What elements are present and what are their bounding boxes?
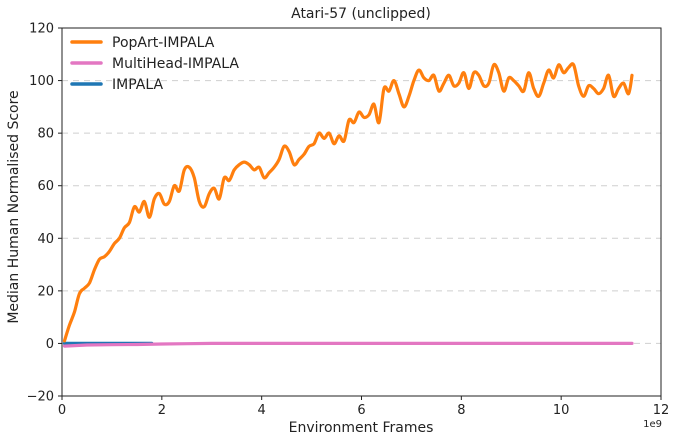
y-tick-label: −20	[27, 390, 54, 405]
y-tick-label: 0	[46, 337, 54, 352]
y-axis-ticks: −20 0 20 40 60 80 100 120	[27, 22, 62, 405]
legend-label: MultiHead-IMPALA	[112, 56, 239, 72]
x-axis-ticks: 0 2 4 6 8 10 12	[58, 396, 669, 418]
y-tick-label: 100	[29, 74, 54, 89]
x-tick-label: 2	[158, 403, 166, 418]
y-axis-label: Median Human Normalised Score	[6, 90, 22, 323]
x-tick-label: 10	[553, 403, 570, 418]
y-tick-label: 20	[37, 284, 54, 299]
x-tick-label: 0	[58, 403, 66, 418]
legend-label: PopArt-IMPALA	[112, 35, 215, 51]
y-tick-label: 60	[37, 179, 54, 194]
y-tick-label: 40	[37, 232, 54, 247]
series-line-popart-impala	[62, 62, 634, 343]
series-line-multihead-impala	[62, 341, 634, 348]
chart-title: Atari-57 (unclipped)	[291, 6, 431, 22]
x-tick-label: 6	[357, 403, 365, 418]
x-tick-label: 4	[258, 403, 266, 418]
y-tick-label: 80	[37, 127, 54, 142]
x-axis-offset-label: 1e9	[643, 419, 662, 430]
x-axis-label: Environment Frames	[289, 420, 434, 436]
x-tick-label: 8	[457, 403, 465, 418]
x-tick-label: 12	[653, 403, 670, 418]
legend-label: IMPALA	[112, 77, 163, 93]
y-tick-label: 120	[29, 22, 54, 37]
legend: PopArt-IMPALA MultiHead-IMPALA IMPALA	[70, 35, 239, 93]
plot-lines	[62, 62, 634, 348]
